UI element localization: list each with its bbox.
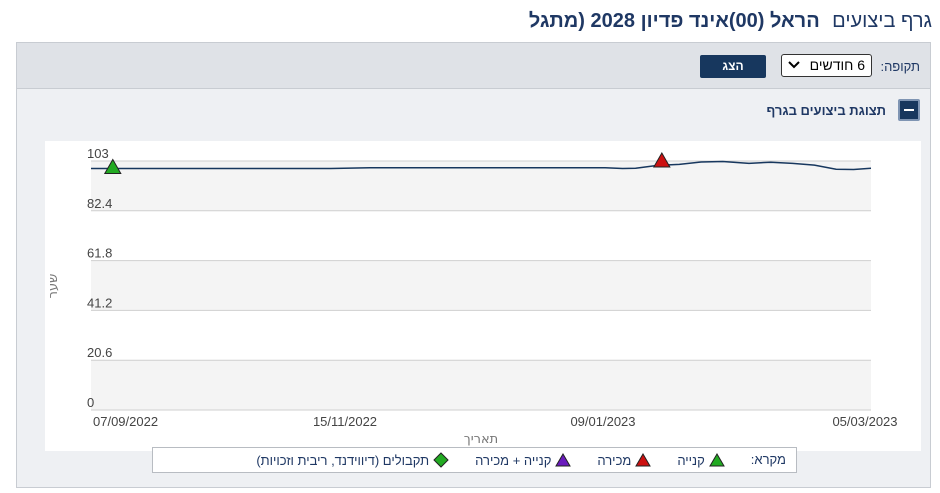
legend-label: קנייה	[677, 452, 705, 468]
legend-title: מקרא:	[750, 452, 786, 467]
x-axis-label: תאריך	[464, 432, 498, 447]
collapse-icon[interactable]	[898, 99, 920, 121]
y-tick-label: 0	[87, 395, 94, 410]
chart-panel: תקופה: 6 חודשים הצג תצוגת ביצועים בגרף 0…	[16, 42, 931, 488]
triangle-up-icon	[635, 453, 652, 467]
legend-label: מכירה	[597, 452, 632, 468]
y-tick-label: 61.8	[87, 246, 112, 261]
x-tick-label: 15/11/2022	[313, 414, 377, 429]
y-tick-label: 103	[87, 146, 109, 161]
toolbar: תקופה: 6 חודשים הצג	[17, 43, 930, 89]
performance-chart: 0 20.6 41.2 61.8 82.4 103 07/09/2022 15/11/2022…	[46, 146, 898, 447]
chevron-down-icon	[788, 61, 800, 69]
diamond-icon	[433, 452, 449, 468]
fund-name: הראל (00)אינד פדיון 2028 (מתגל	[528, 10, 820, 32]
page-title: גרף ביצועים הראל (00)אינד פדיון 2028 (מת…	[8, 10, 932, 38]
triangle-up-icon	[555, 453, 572, 467]
price-series-line	[91, 160, 872, 171]
title-prefix: גרף ביצועים	[832, 10, 932, 32]
period-label: תקופה:	[880, 59, 920, 74]
y-tick-label: 82.4	[87, 196, 112, 211]
section-title: תצוגת ביצועים בגרף	[766, 103, 886, 118]
triangle-up-icon	[708, 453, 725, 467]
legend-item: קנייה + מכירה	[475, 452, 572, 468]
legend: מקרא: קנייה מכירה קנייה + מכירה תקבולים (די…	[152, 447, 797, 473]
sell-marker	[652, 151, 671, 168]
period-value: 6 חודשים	[809, 57, 865, 73]
show-button[interactable]: הצג	[700, 55, 766, 78]
legend-label: תקבולים (דיווידנד, ריבית וזכויות)	[256, 452, 430, 468]
legend-item: תקבולים (דיווידנד, ריבית וזכויות)	[256, 452, 449, 468]
legend-label: קנייה + מכירה	[475, 452, 552, 468]
y-tick-label: 41.2	[87, 295, 112, 310]
legend-item: קנייה	[677, 452, 725, 468]
chart-area: 0 20.6 41.2 61.8 82.4 103 07/09/2022 15/11/2022…	[45, 141, 921, 451]
x-tick-label: 07/09/2022	[93, 414, 158, 429]
grid-band	[91, 161, 871, 211]
y-tick-label: 20.6	[87, 345, 112, 360]
period-select[interactable]: 6 חודשים	[781, 54, 872, 77]
y-axis-label: שער	[46, 274, 61, 299]
section-header: תצוגת ביצועים בגרף	[720, 99, 920, 123]
x-tick-label: 05/03/2023	[832, 414, 897, 429]
legend-item: מכירה	[597, 452, 652, 468]
grid-band	[91, 260, 871, 311]
buy-marker	[103, 158, 122, 174]
grid-band	[91, 360, 871, 410]
x-tick-label: 09/01/2023	[570, 414, 635, 429]
